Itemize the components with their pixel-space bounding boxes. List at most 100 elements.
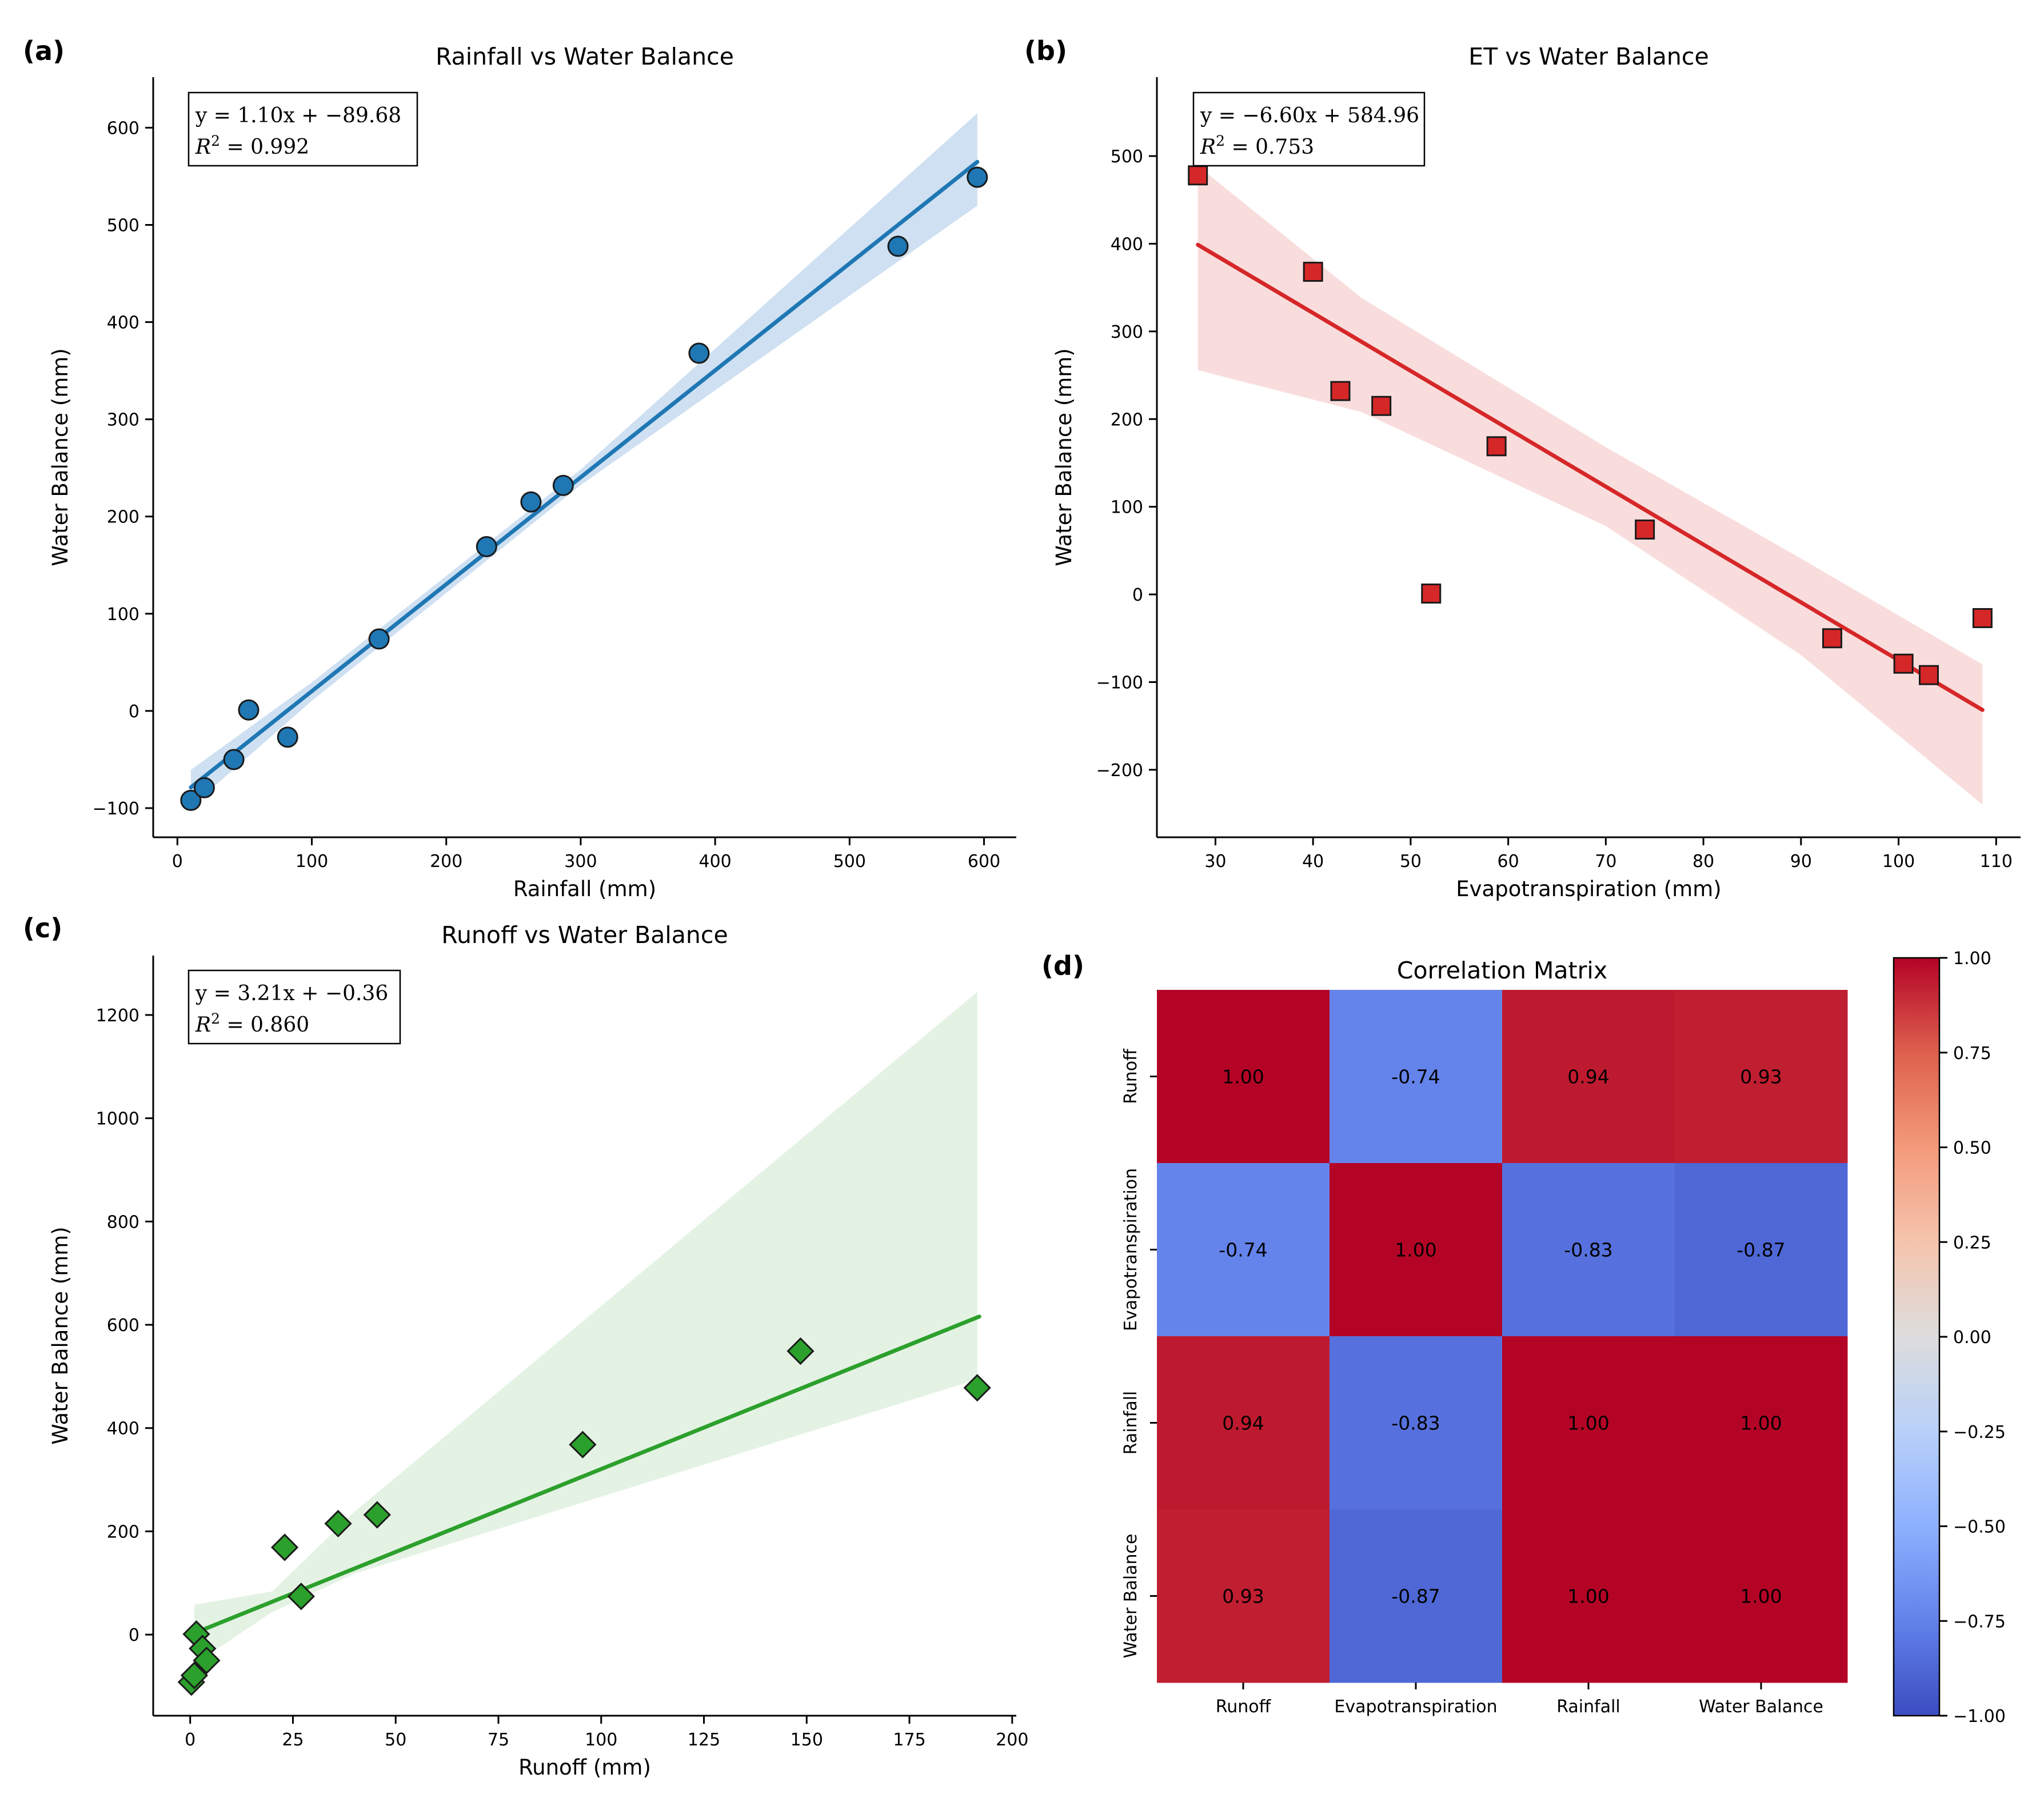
colorbar-tick-label: −0.25	[1953, 1423, 2006, 1443]
data-point	[1188, 165, 1208, 186]
y-tick-label: 1000	[96, 1109, 139, 1129]
data-point	[1421, 584, 1442, 604]
y-tick-label: 800	[107, 1212, 139, 1232]
data-point	[223, 749, 245, 770]
y-tick-label: −100	[1096, 673, 1143, 693]
y-tick-label: 600	[107, 1316, 139, 1336]
data-point	[1822, 628, 1842, 649]
chart-title: Rainfall vs Water Balance	[436, 43, 734, 70]
x-tick-label: Runoff	[1216, 1697, 1272, 1717]
data-point	[277, 726, 298, 748]
data-point	[1303, 262, 1323, 282]
y-tick-label: 100	[1111, 498, 1143, 518]
r-squared-label: R2 = 0.992	[195, 133, 309, 159]
x-tick-label: 0	[172, 852, 183, 872]
y-tick-label: 300	[107, 410, 139, 430]
heatmap-cell-value: 1.00	[1567, 1412, 1609, 1435]
x-tick-label: 200	[996, 1730, 1028, 1750]
heatmap-cell	[1502, 990, 1675, 1164]
heatmap-cell	[1157, 1163, 1330, 1337]
data-point	[476, 536, 497, 557]
x-tick-label: 75	[488, 1730, 509, 1750]
x-tick-label: 60	[1498, 852, 1519, 872]
y-tick-label: 0	[129, 702, 139, 722]
colorbar-tick-label: 1.00	[1953, 949, 1991, 969]
y-tick-label: 400	[107, 313, 139, 333]
heatmap-cell	[1330, 990, 1503, 1164]
data-point	[520, 491, 542, 513]
chart-title: Correlation Matrix	[1397, 957, 1607, 984]
y-tick-label: Runoff	[1121, 1048, 1141, 1104]
heatmap-cell	[1502, 1336, 1675, 1510]
heatmap-cell-value: -0.74	[1219, 1239, 1267, 1261]
x-tick-label: 0	[185, 1730, 195, 1750]
panel-label: (c)	[23, 913, 62, 944]
chart-title: ET vs Water Balance	[1468, 43, 1708, 70]
x-tick-label: 50	[1400, 852, 1422, 872]
x-axis-label: Rainfall (mm)	[513, 877, 656, 901]
y-tick-label: 0	[1132, 585, 1143, 605]
panel-d-heatmap: (d) Correlation Matrix 1.00 -0.74 0.94 0.93 -0…	[1041, 949, 2006, 1727]
colorbar-tick-label: −0.75	[1953, 1612, 2006, 1632]
y-axis-label: Water Balance (mm)	[48, 348, 73, 566]
heatmap-cell	[1330, 1336, 1503, 1510]
y-tick-label: Evapotranspiration	[1121, 1168, 1141, 1331]
colorbar-tick-label: −0.50	[1953, 1517, 2006, 1537]
data-point	[1919, 665, 1939, 685]
confidence-band	[194, 992, 977, 1664]
confidence-band	[1197, 166, 1983, 805]
r-squared-label: R2 = 0.860	[195, 1010, 309, 1037]
heatmap-cell	[1330, 1163, 1503, 1337]
heatmap-cell-value: 1.00	[1740, 1585, 1782, 1608]
x-tick-label: 100	[585, 1730, 617, 1750]
y-tick-label: 200	[107, 1522, 139, 1542]
data-point	[963, 1374, 991, 1402]
x-tick-label: 110	[1980, 852, 2013, 872]
regression-line	[1196, 242, 1985, 712]
panel-label: (a)	[23, 35, 65, 66]
data-point	[552, 474, 574, 496]
x-tick-label: 600	[968, 852, 1000, 872]
y-tick-label: 1200	[96, 1006, 139, 1026]
y-tick-label: −200	[1096, 761, 1143, 781]
y-tick-label: 600	[107, 118, 139, 138]
data-point	[688, 342, 710, 364]
heatmap-cell-value: -0.87	[1736, 1239, 1785, 1261]
y-tick-label: 200	[1111, 410, 1143, 430]
x-tick-label: 300	[564, 852, 597, 872]
panel-label: (b)	[1024, 35, 1067, 66]
panel-a-scatter-chart: (a) Rainfall vs Water Balance 0 100 200 300 40…	[23, 35, 1016, 901]
y-tick-label: 100	[107, 605, 139, 625]
x-tick-label: 125	[688, 1730, 720, 1750]
x-tick-label: 50	[385, 1730, 406, 1750]
r-squared-label: R2 = 0.753	[1200, 133, 1314, 159]
equation-box	[1192, 91, 1426, 167]
heatmap-cell-value: -0.83	[1564, 1239, 1612, 1261]
data-point	[569, 1431, 597, 1459]
heatmap-cell-value: 0.93	[1740, 1066, 1782, 1088]
x-axis-label: Runoff (mm)	[518, 1755, 651, 1780]
y-axis-label: Water Balance (mm)	[48, 1226, 73, 1444]
data-point	[1371, 395, 1392, 416]
heatmap-cell-value: 0.94	[1567, 1066, 1609, 1088]
chart-title: Runoff vs Water Balance	[441, 921, 728, 949]
panel-label: (d)	[1041, 950, 1084, 981]
heatmap-cell-value: 0.94	[1222, 1412, 1264, 1435]
x-tick-label: 40	[1302, 852, 1324, 872]
heatmap-cell	[1157, 1336, 1330, 1510]
x-tick-label: 150	[791, 1730, 823, 1750]
heatmap-cell-value: 1.00	[1222, 1066, 1264, 1088]
regression-equation: y = 3.21x + −0.36	[195, 982, 388, 1005]
y-tick-label: 200	[107, 508, 139, 528]
heatmap-cell	[1675, 1336, 1848, 1510]
x-tick-label: 70	[1595, 852, 1616, 872]
data-point	[787, 1337, 815, 1365]
equation-box	[187, 969, 401, 1045]
heatmap-cell-value: -0.83	[1391, 1412, 1440, 1435]
equation-box	[187, 91, 418, 167]
x-tick-label: 400	[699, 852, 732, 872]
x-tick-label: 80	[1692, 852, 1714, 872]
x-axis-label: Evapotranspiration (mm)	[1456, 877, 1721, 901]
y-tick-label: 400	[1111, 234, 1143, 254]
